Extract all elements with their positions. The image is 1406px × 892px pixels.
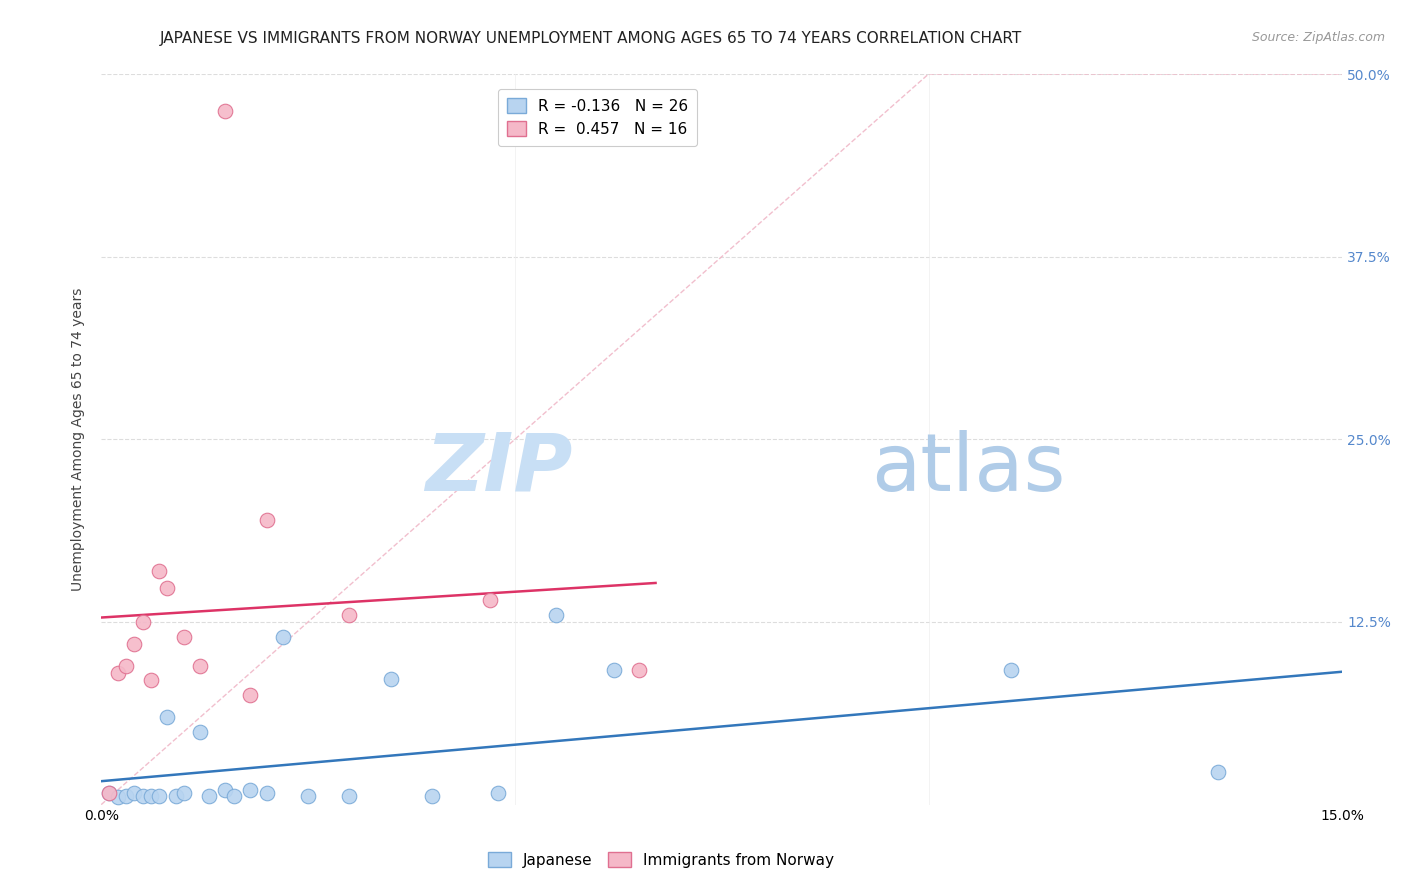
Point (124, 786, 146, 800)
Point (173, 786, 195, 800)
Point (420, 789, 443, 803)
Point (124, 637, 146, 651)
Point (256, 513, 278, 527)
Text: atlas: atlas (870, 430, 1064, 508)
Text: JAPANESE VS IMMIGRANTS FROM NORWAY UNEMPLOYMENT AMONG AGES 65 TO 74 YEARS CORREL: JAPANESE VS IMMIGRANTS FROM NORWAY UNEMP… (159, 31, 1022, 46)
Text: Source: ZipAtlas.com: Source: ZipAtlas.com (1251, 31, 1385, 45)
Point (380, 672, 402, 686)
Point (148, 564, 170, 578)
Point (190, 724, 212, 739)
Legend: R = -0.136   N = 26, R =  0.457   N = 16: R = -0.136 N = 26, R = 0.457 N = 16 (498, 89, 697, 146)
Point (256, 786, 278, 800)
Point (139, 789, 162, 803)
Point (1000, 663, 1022, 677)
Point (239, 688, 262, 702)
Point (271, 630, 294, 644)
Point (173, 630, 195, 644)
Point (197, 789, 219, 803)
Point (115, 789, 138, 803)
Point (479, 593, 502, 607)
Point (627, 663, 650, 677)
Y-axis label: Unemployment Among Ages 65 to 74 years: Unemployment Among Ages 65 to 74 years (72, 287, 86, 591)
Point (546, 607, 568, 622)
Point (156, 710, 179, 724)
Point (156, 582, 179, 596)
Point (603, 663, 626, 677)
Point (139, 673, 162, 688)
Point (1206, 765, 1229, 780)
Point (148, 789, 170, 803)
Point (339, 607, 361, 622)
Point (165, 789, 187, 803)
Point (297, 789, 319, 803)
Point (98, 786, 121, 800)
Point (115, 658, 138, 673)
Point (107, 790, 129, 805)
Point (339, 789, 361, 803)
Point (131, 789, 153, 803)
Point (190, 658, 212, 673)
Point (214, 103, 236, 118)
Point (214, 783, 236, 797)
Point (98, 786, 121, 800)
Point (222, 789, 245, 803)
Legend: Japanese, Immigrants from Norway: Japanese, Immigrants from Norway (482, 846, 839, 873)
Point (486, 786, 509, 800)
Point (107, 666, 129, 681)
Point (239, 783, 262, 797)
Point (131, 615, 153, 629)
Text: ZIP: ZIP (426, 430, 572, 508)
